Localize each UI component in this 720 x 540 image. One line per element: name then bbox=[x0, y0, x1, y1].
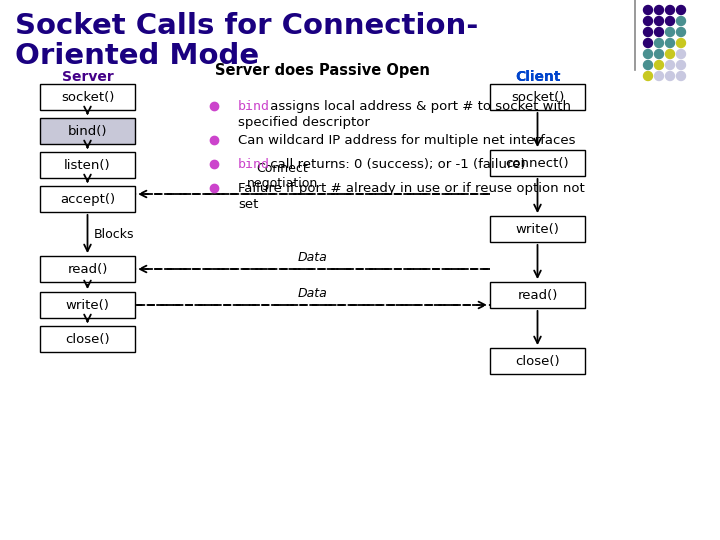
Circle shape bbox=[665, 38, 675, 48]
Circle shape bbox=[644, 50, 652, 58]
Text: bind(): bind() bbox=[68, 125, 107, 138]
Text: assigns local address & port # to socket with: assigns local address & port # to socket… bbox=[266, 100, 571, 113]
Text: bind: bind bbox=[238, 158, 270, 171]
Circle shape bbox=[677, 60, 685, 70]
Circle shape bbox=[665, 60, 675, 70]
FancyBboxPatch shape bbox=[40, 152, 135, 178]
Circle shape bbox=[677, 17, 685, 25]
Circle shape bbox=[665, 50, 675, 58]
FancyBboxPatch shape bbox=[40, 118, 135, 144]
Text: Data: Data bbox=[297, 287, 328, 300]
Circle shape bbox=[654, 5, 664, 15]
Circle shape bbox=[677, 5, 685, 15]
Circle shape bbox=[654, 60, 664, 70]
Text: Connect
negotiation: Connect negotiation bbox=[247, 162, 318, 190]
Circle shape bbox=[665, 17, 675, 25]
FancyBboxPatch shape bbox=[40, 326, 135, 352]
FancyBboxPatch shape bbox=[490, 348, 585, 374]
Circle shape bbox=[654, 38, 664, 48]
Text: Failure if port # already in use or if reuse option not: Failure if port # already in use or if r… bbox=[238, 182, 585, 195]
Text: Client: Client bbox=[515, 70, 560, 84]
FancyBboxPatch shape bbox=[490, 84, 585, 110]
Text: Server does Passive Open: Server does Passive Open bbox=[215, 63, 430, 78]
Circle shape bbox=[644, 5, 652, 15]
Text: Server: Server bbox=[62, 70, 113, 84]
Circle shape bbox=[644, 71, 652, 80]
Text: Oriented Mode: Oriented Mode bbox=[15, 42, 259, 70]
Text: listen(): listen() bbox=[64, 159, 111, 172]
Text: Data: Data bbox=[297, 251, 328, 264]
Circle shape bbox=[654, 50, 664, 58]
Circle shape bbox=[665, 71, 675, 80]
Circle shape bbox=[644, 28, 652, 37]
FancyBboxPatch shape bbox=[490, 216, 585, 242]
FancyBboxPatch shape bbox=[40, 84, 135, 110]
Circle shape bbox=[654, 71, 664, 80]
Text: read(): read() bbox=[517, 288, 558, 301]
Text: connect(): connect() bbox=[505, 157, 570, 170]
Text: call returns: 0 (success); or -1 (failure): call returns: 0 (success); or -1 (failur… bbox=[266, 158, 526, 171]
Text: read(): read() bbox=[67, 262, 108, 275]
Circle shape bbox=[665, 28, 675, 37]
Text: write(): write() bbox=[516, 222, 559, 235]
Circle shape bbox=[654, 17, 664, 25]
Circle shape bbox=[677, 50, 685, 58]
Text: Client: Client bbox=[515, 70, 560, 84]
Circle shape bbox=[644, 17, 652, 25]
Circle shape bbox=[644, 60, 652, 70]
Circle shape bbox=[677, 71, 685, 80]
Circle shape bbox=[677, 28, 685, 37]
Text: Blocks: Blocks bbox=[94, 227, 134, 240]
Circle shape bbox=[677, 38, 685, 48]
Text: set: set bbox=[238, 198, 258, 211]
Text: socket(): socket() bbox=[60, 91, 114, 104]
Text: write(): write() bbox=[66, 299, 109, 312]
FancyBboxPatch shape bbox=[40, 292, 135, 318]
Text: Can wildcard IP address for multiple net interfaces: Can wildcard IP address for multiple net… bbox=[238, 134, 575, 147]
Text: Socket Calls for Connection-: Socket Calls for Connection- bbox=[15, 12, 478, 40]
Text: close(): close() bbox=[516, 354, 560, 368]
Circle shape bbox=[644, 38, 652, 48]
Text: accept(): accept() bbox=[60, 192, 115, 206]
Circle shape bbox=[665, 5, 675, 15]
Text: specified descriptor: specified descriptor bbox=[238, 116, 370, 129]
Text: close(): close() bbox=[66, 333, 110, 346]
FancyBboxPatch shape bbox=[490, 150, 585, 176]
Text: socket(): socket() bbox=[510, 91, 564, 104]
FancyBboxPatch shape bbox=[40, 256, 135, 282]
FancyBboxPatch shape bbox=[490, 282, 585, 308]
Circle shape bbox=[654, 28, 664, 37]
Text: bind: bind bbox=[238, 100, 270, 113]
FancyBboxPatch shape bbox=[40, 186, 135, 212]
